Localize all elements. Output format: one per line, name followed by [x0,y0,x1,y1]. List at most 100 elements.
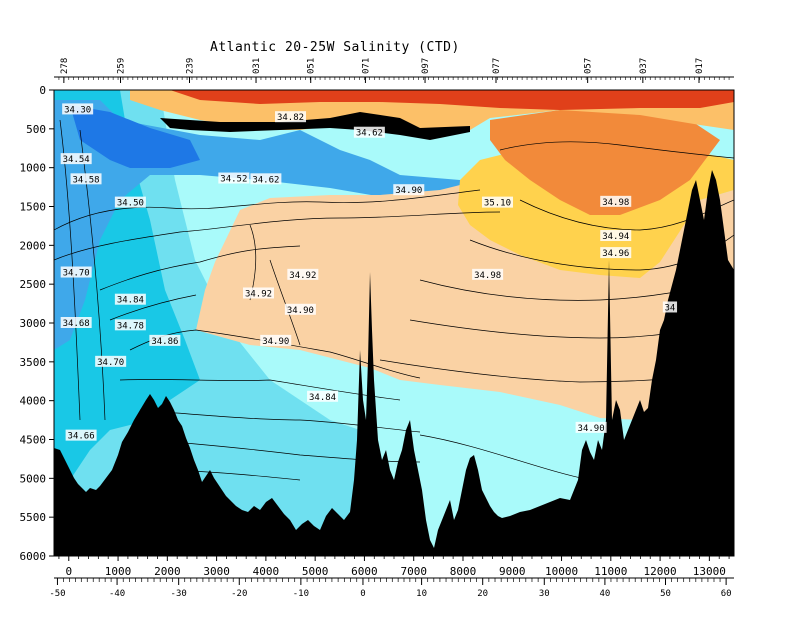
x-tick-label: 12000 [644,565,677,578]
contour-label: 34.70 [63,269,90,279]
contour-label: 34.50 [117,199,144,209]
contour-label-bg [393,184,425,196]
contour-line [54,189,481,231]
y-tick-label: 3000 [20,317,47,330]
contour-label: 34.98 [602,198,629,208]
contour-label-bg [62,103,94,115]
lat-tick-label: -40 [109,589,125,599]
contour-label: 34.90 [287,306,314,316]
contour-label: 34.90 [578,424,605,434]
contour-label-bg [575,421,607,433]
contour-label: 34.70 [97,358,124,368]
contour-labels: 34.30 34.54 34.58 34.50 34.70 34.84 34.68 34.78… [60,103,678,442]
contour-label-bg [275,111,307,123]
x-tick-label: 13000 [693,565,726,578]
lat-tick-label: -50 [49,589,65,599]
contour-label: 34.66 [68,432,95,442]
contour-label: 34.94 [602,232,629,242]
contour-label-bg [600,195,632,207]
region-orange-core [490,110,720,215]
contour-label-bg [218,172,250,184]
contour-line [269,259,301,346]
contour-label-bg [65,429,97,441]
x-tick-label: 2000 [154,565,181,578]
contour-label-bg [114,293,146,305]
y-tick-label: 4000 [20,395,47,408]
lat-tick-label: 30 [539,589,550,599]
lat-tick-label: 40 [599,589,610,599]
contour-label: 34.58 [72,175,99,185]
lat-tick-label: -30 [171,589,187,599]
contour-label: 34.84 [309,393,336,403]
station-label: 017 [695,58,705,74]
contour-label: 34.30 [64,105,91,115]
station-label: 057 [584,58,594,74]
y-tick-label: 500 [26,123,46,136]
lat-tick-label: 20 [477,589,488,599]
station-label: 239 [186,58,196,74]
x-tick-label: 1000 [105,565,132,578]
contour-label-bg [260,334,292,346]
contour-label-bg [600,230,632,242]
contour-label: 34.90 [395,186,422,196]
contour-line [109,294,197,321]
contour-label: 34.84 [117,296,144,306]
contour-label-bg [70,173,102,185]
lat-tick-label: 10 [416,589,427,599]
contour-label: 34.62 [252,175,279,185]
contour-line [59,119,81,421]
contour-label: 34.98 [474,271,501,281]
contour-label-bg [60,317,92,328]
y-tick-label: 1000 [20,162,47,175]
x-tick-label: 3000 [203,565,230,578]
contour-label: 34.92 [245,289,272,299]
distance-axis: 0 1000 2000 3000 4000 5000 6000 7000 8000 9000 100… [58,556,730,578]
latitude-axis: -50 -40 -30 -20 -10 0 10 20 30 40 50 60 [49,578,732,599]
contour-label: 34.82 [277,113,304,123]
contour-label-bg [250,173,282,185]
y-tick-label: 2000 [20,239,47,252]
contour-label: 34 [665,303,676,313]
contour-label-bg [149,334,181,346]
station-label: 071 [361,58,371,74]
contour-label-bg [307,390,339,402]
x-tick-label: 5000 [302,565,329,578]
lat-tick-label: 60 [721,589,732,599]
station-label: 077 [492,58,502,74]
station-label: 259 [117,58,127,74]
y-tick-label: 3500 [20,356,47,369]
contour-line [54,211,501,261]
contour-line [419,434,591,481]
lat-tick-label: -20 [231,589,247,599]
contour-label: 34.92 [289,271,316,281]
x-tick-label: 8000 [450,565,477,578]
y-tick-label: 5500 [20,511,47,524]
contour-label: 34.78 [117,321,144,331]
lat-tick-label: -10 [293,589,309,599]
lat-tick-label: 0 [360,589,365,599]
x-tick-label: 11000 [594,565,627,578]
x-tick-label: 4000 [253,565,280,578]
contour-label-bg [242,287,274,299]
station-label: 051 [307,58,317,74]
seafloor [54,170,734,556]
x-tick-label: 10000 [545,565,578,578]
region-frontal-band [160,112,470,140]
depth-axis: 0 500 1000 1500 2000 2500 3000 3500 4000 4500 5000… [20,84,54,563]
x-tick-label: 6000 [351,565,378,578]
contour-label: 35.10 [484,199,511,209]
contour-label: 34.68 [63,319,90,329]
contour-label: 34.86 [151,337,178,347]
region-deep-blue-core [70,105,200,168]
contour-label-bg [481,196,513,208]
lat-tick-label: 50 [660,589,671,599]
y-tick-label: 2500 [20,278,47,291]
contour-label-bg [114,319,146,331]
contour-line [499,141,734,159]
x-tick-label: 7000 [400,565,427,578]
y-tick-label: 6000 [20,550,47,563]
contour-label-bg [284,303,316,315]
x-tick-label: 9000 [499,565,526,578]
region-red-surface [170,90,734,110]
